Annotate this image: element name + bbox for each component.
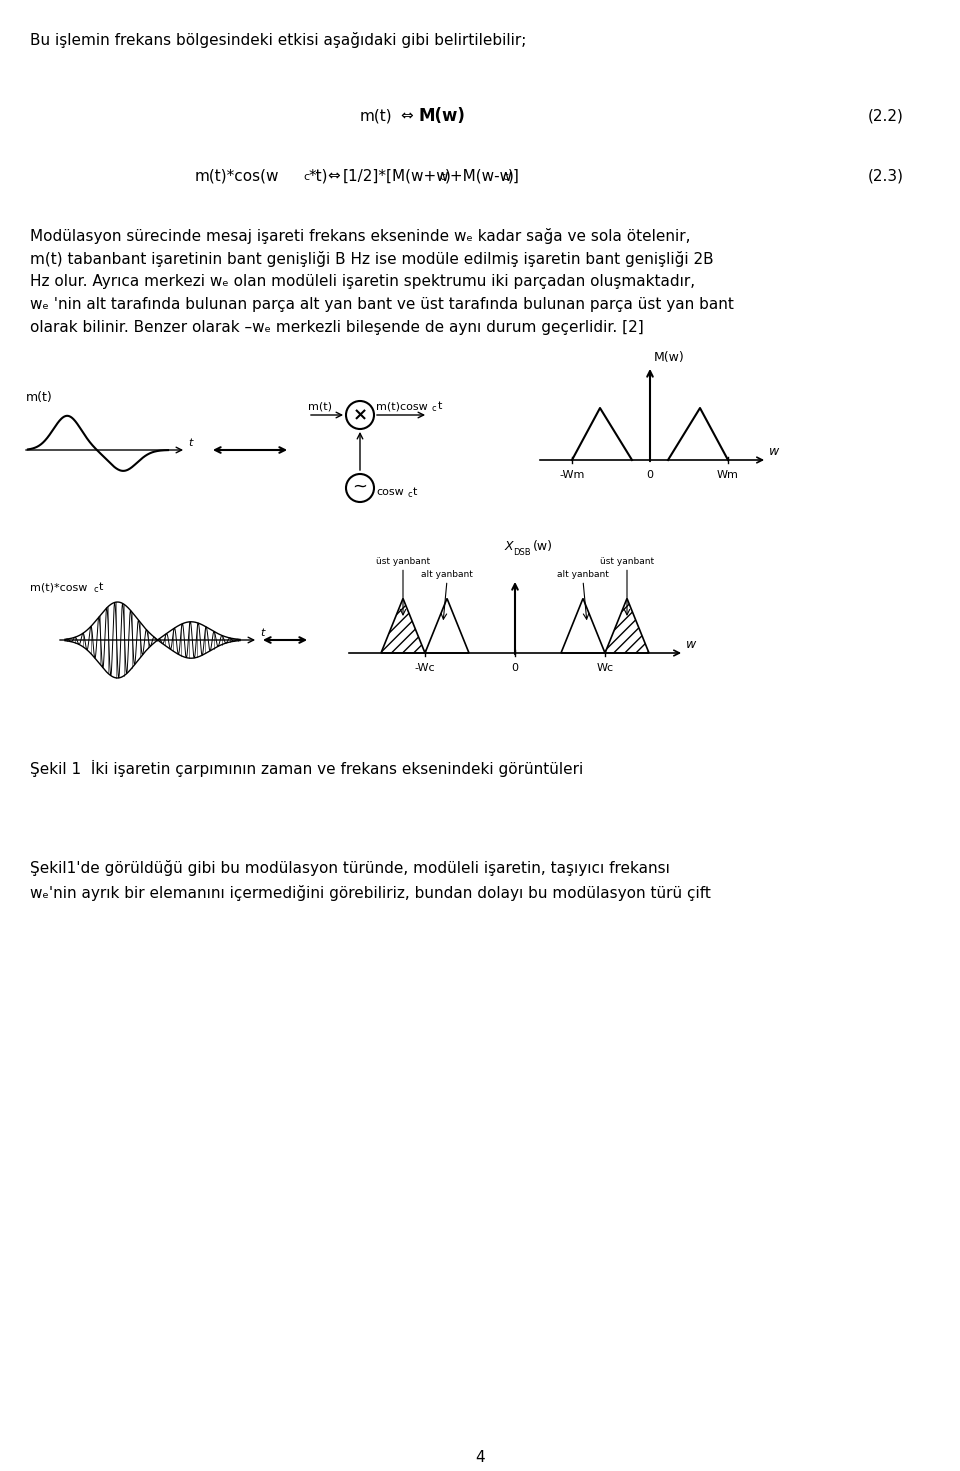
Text: w: w (769, 446, 780, 457)
Text: ⇔: ⇔ (327, 168, 340, 182)
Text: t: t (413, 487, 418, 497)
Text: )+M(w-w: )+M(w-w (445, 168, 514, 182)
Text: [1/2]*[M(w+w: [1/2]*[M(w+w (343, 168, 449, 182)
Text: 4: 4 (475, 1450, 485, 1465)
Text: Wc: Wc (596, 663, 613, 674)
Text: (2.3): (2.3) (868, 168, 904, 182)
Text: Bu işlemin frekans bölgesindeki etkisi aşağıdaki gibi belirtilebilir;: Bu işlemin frekans bölgesindeki etkisi a… (30, 32, 526, 49)
Text: DSB: DSB (513, 549, 531, 558)
Text: m(t): m(t) (308, 402, 332, 410)
Text: (2.2): (2.2) (868, 107, 904, 124)
Text: w: w (686, 638, 696, 652)
Text: ×: × (352, 406, 368, 424)
Text: c: c (407, 490, 412, 499)
Text: m(t): m(t) (26, 391, 53, 405)
Text: üst yanbant: üst yanbant (600, 558, 654, 566)
Text: c: c (502, 172, 508, 182)
Text: c: c (303, 172, 309, 182)
Text: alt yanbant: alt yanbant (557, 571, 609, 580)
Text: 0: 0 (646, 471, 654, 480)
Text: Hz olur. Ayrıca merkezi wₑ olan modüleli işaretin spektrumu iki parçadan oluşmak: Hz olur. Ayrıca merkezi wₑ olan modüleli… (30, 274, 695, 288)
Text: wₑ'nin ayrık bir elemanını içermediğini görebiliriz, bundan dolayı bu modülasyon: wₑ'nin ayrık bir elemanını içermediğini … (30, 886, 710, 902)
Text: c: c (432, 405, 437, 413)
Text: wₑ 'nin alt tarafında bulunan parça alt yan bant ve üst tarafında bulunan parça : wₑ 'nin alt tarafında bulunan parça alt … (30, 297, 733, 312)
Text: m(t) tabanbant işaretinin bant genişliği B Hz ise modüle edilmiş işaretin bant g: m(t) tabanbant işaretinin bant genişliği… (30, 252, 713, 268)
Text: m(t)*cosw: m(t)*cosw (30, 583, 87, 591)
Text: -Wm: -Wm (560, 471, 585, 480)
Polygon shape (605, 599, 649, 653)
Text: ⇔: ⇔ (400, 107, 413, 124)
Text: m(t): m(t) (360, 107, 393, 124)
Text: M(w): M(w) (418, 107, 465, 125)
Text: Wm: Wm (717, 471, 739, 480)
Text: )]: )] (508, 168, 520, 182)
Text: Modülasyon sürecinde mesaj işareti frekans ekseninde wₑ kadar sağa ve sola ötele: Modülasyon sürecinde mesaj işareti freka… (30, 228, 690, 244)
Text: m(t)*cos(w: m(t)*cos(w (195, 168, 279, 182)
Text: cosw: cosw (376, 487, 404, 497)
Text: -Wc: -Wc (415, 663, 435, 674)
Text: t: t (99, 583, 104, 591)
Polygon shape (561, 599, 605, 653)
Text: M(w): M(w) (654, 352, 684, 363)
Text: t: t (438, 402, 443, 410)
Text: t: t (260, 628, 264, 638)
Text: 0: 0 (512, 663, 518, 674)
Text: (w): (w) (533, 540, 553, 553)
Text: ~: ~ (352, 478, 368, 496)
Text: X: X (504, 540, 513, 553)
Text: *t): *t) (309, 168, 328, 182)
Text: t: t (188, 438, 192, 449)
Text: Şekil1'de görüldüğü gibi bu modülasyon türünde, modüleli işaretin, taşıyıcı frek: Şekil1'de görüldüğü gibi bu modülasyon t… (30, 861, 670, 877)
Text: olarak bilinir. Benzer olarak –wₑ merkezli bileşende de aynı durum geçerlidir. [: olarak bilinir. Benzer olarak –wₑ merkez… (30, 321, 644, 335)
Text: c: c (93, 585, 98, 594)
Text: Şekil 1  İki işaretin çarpımının zaman ve frekans eksenindeki görüntüleri: Şekil 1 İki işaretin çarpımının zaman ve… (30, 761, 584, 777)
Polygon shape (381, 599, 425, 653)
Text: üst yanbant: üst yanbant (376, 558, 430, 566)
Text: c: c (439, 172, 445, 182)
Text: alt yanbant: alt yanbant (421, 571, 473, 580)
Polygon shape (425, 599, 469, 653)
Text: m(t)cosw: m(t)cosw (376, 402, 428, 410)
